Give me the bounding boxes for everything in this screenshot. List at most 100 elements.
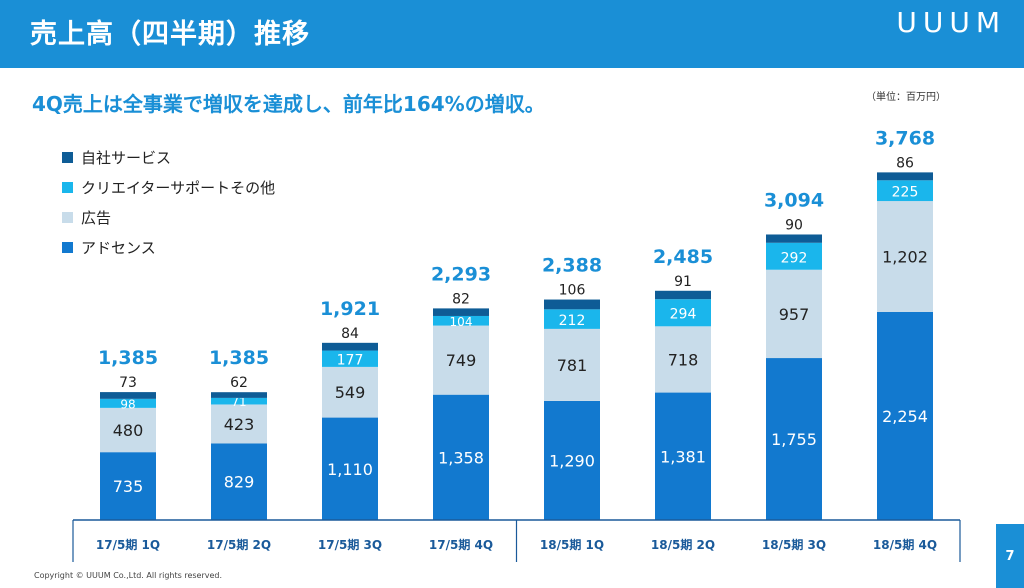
data-label: 718 bbox=[668, 350, 699, 369]
bar-segment bbox=[877, 201, 933, 312]
category-label: 17/5期 3Q bbox=[318, 537, 382, 552]
category-label: 17/5期 2Q bbox=[207, 537, 271, 552]
data-label: 71 bbox=[231, 395, 246, 409]
legend-swatch bbox=[62, 152, 73, 163]
bar-segment bbox=[544, 299, 600, 310]
data-label: 1,381 bbox=[660, 447, 706, 466]
bar-segment bbox=[766, 234, 822, 243]
legend-swatch bbox=[62, 182, 73, 193]
bar-segment bbox=[544, 400, 600, 520]
legend-label: 自社サービス bbox=[81, 149, 172, 167]
data-label: 781 bbox=[557, 356, 588, 375]
bar-segment bbox=[766, 269, 822, 359]
data-label: 86 bbox=[896, 155, 914, 171]
bar-segment bbox=[322, 366, 378, 418]
data-label: 2,254 bbox=[882, 407, 928, 426]
data-label: 225 bbox=[892, 185, 919, 201]
bar-segment bbox=[100, 407, 156, 453]
total-label: 2,293 bbox=[431, 263, 491, 285]
bar-segment bbox=[655, 326, 711, 393]
bar-segment bbox=[100, 392, 156, 399]
bar-segment bbox=[877, 180, 933, 202]
total-label: 1,385 bbox=[209, 347, 269, 369]
page-number: 7 bbox=[1005, 549, 1015, 564]
legend-swatch bbox=[62, 212, 73, 223]
bar-segment bbox=[655, 290, 711, 300]
slide-title: 売上高（四半期）推移 bbox=[30, 19, 310, 50]
bar-segment bbox=[322, 417, 378, 520]
total-label: 2,388 bbox=[542, 255, 602, 277]
legend-item-self-service: 自社サービス bbox=[62, 146, 275, 169]
bar-segment bbox=[211, 392, 267, 398]
data-label: 1,358 bbox=[438, 448, 484, 467]
page-number-box: 7 bbox=[996, 524, 1024, 588]
copyright-text: Copyright © UUUM Co.,Ltd. All rights res… bbox=[34, 571, 223, 580]
data-label: 212 bbox=[559, 313, 586, 329]
legend-item-adsense: アドセンス bbox=[62, 236, 275, 259]
bar-segment bbox=[100, 398, 156, 408]
data-label: 84 bbox=[341, 326, 359, 342]
category-label: 18/5期 1Q bbox=[540, 537, 604, 552]
slide-subtitle: 4Q売上は全事業で増収を達成し、前年比164%の増収。 bbox=[32, 92, 545, 116]
data-label: 735 bbox=[113, 477, 144, 496]
category-label: 18/5期 3Q bbox=[762, 537, 826, 552]
bar-segment bbox=[655, 392, 711, 520]
bar-segment bbox=[211, 404, 267, 444]
bar-segment bbox=[211, 443, 267, 520]
bar-segment bbox=[322, 342, 378, 351]
data-label: 549 bbox=[335, 383, 366, 402]
bar-segment bbox=[766, 358, 822, 520]
bar-segment bbox=[766, 242, 822, 270]
data-label: 73 bbox=[119, 375, 137, 391]
unit-note: （単位：百万円） bbox=[866, 92, 946, 103]
data-label: 749 bbox=[446, 351, 477, 370]
legend-swatch bbox=[62, 242, 73, 253]
legend-item-advertising: 広告 bbox=[62, 206, 275, 229]
legend-label: クリエイターサポートその他 bbox=[81, 179, 276, 197]
data-label: 90 bbox=[785, 217, 803, 233]
data-label: 294 bbox=[670, 307, 697, 323]
total-label: 1,385 bbox=[98, 347, 158, 369]
data-label: 292 bbox=[781, 250, 808, 266]
total-label: 2,485 bbox=[653, 246, 713, 268]
category-label: 18/5期 2Q bbox=[651, 537, 715, 552]
data-label: 957 bbox=[779, 305, 810, 324]
data-label: 177 bbox=[337, 353, 364, 369]
category-label: 18/5期 4Q bbox=[873, 537, 937, 552]
legend-label: アドセンス bbox=[81, 239, 156, 257]
data-label: 62 bbox=[230, 375, 248, 391]
data-label: 1,755 bbox=[771, 430, 817, 449]
bar-segment bbox=[433, 394, 489, 520]
bar-segment bbox=[877, 312, 933, 520]
data-label: 106 bbox=[559, 283, 586, 299]
data-label: 1,202 bbox=[882, 248, 928, 267]
uuum-logo: UUUM bbox=[896, 6, 1006, 39]
category-label: 17/5期 1Q bbox=[96, 537, 160, 552]
data-label: 1,290 bbox=[549, 451, 595, 470]
data-label: 104 bbox=[450, 315, 473, 329]
data-label: 82 bbox=[452, 291, 470, 307]
bar-segment bbox=[211, 397, 267, 405]
bar-segment bbox=[877, 172, 933, 181]
bar-segment bbox=[100, 452, 156, 520]
bar-segment bbox=[544, 328, 600, 401]
legend-label: 広告 bbox=[81, 209, 112, 227]
total-label: 3,768 bbox=[875, 127, 935, 149]
data-label: 1,110 bbox=[327, 460, 373, 479]
total-label: 3,094 bbox=[764, 189, 824, 211]
data-label: 423 bbox=[224, 415, 255, 434]
bar-segment bbox=[322, 350, 378, 367]
data-label: 98 bbox=[120, 397, 135, 411]
data-label: 91 bbox=[674, 274, 692, 290]
bar-segment bbox=[433, 325, 489, 395]
bar-segment bbox=[544, 309, 600, 329]
header-bar: 売上高（四半期）推移 UUUM bbox=[0, 0, 1024, 68]
data-label: 480 bbox=[113, 421, 144, 440]
total-label: 1,921 bbox=[320, 298, 380, 320]
legend-item-creator-support: クリエイターサポートその他 bbox=[62, 176, 275, 199]
bar-segment bbox=[433, 315, 489, 326]
bar-segment bbox=[433, 308, 489, 316]
category-label: 17/5期 4Q bbox=[429, 537, 493, 552]
chart-legend: 自社サービス クリエイターサポートその他 広告 アドセンス bbox=[62, 146, 275, 266]
